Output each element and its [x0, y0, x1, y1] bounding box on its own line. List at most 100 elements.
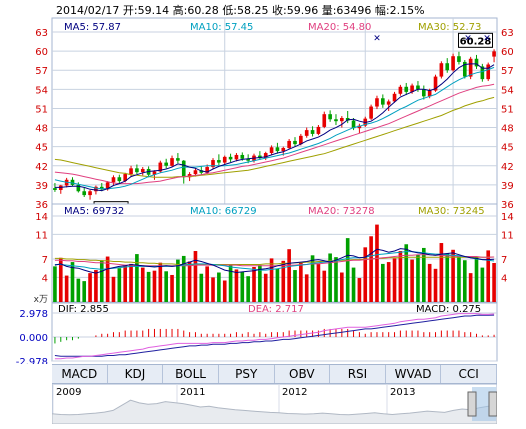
- volume-bar: [217, 272, 221, 302]
- volume-legend-entry: MA20: 73278: [308, 206, 375, 217]
- volume-bar: [439, 243, 444, 302]
- candle-body: [404, 86, 409, 92]
- price-ytick-right: 54: [501, 85, 514, 96]
- candle-body: [486, 64, 491, 80]
- volume-bar: [433, 268, 438, 302]
- price-ytick-left: 57: [35, 66, 48, 77]
- price-ytick-right: 60: [501, 47, 514, 58]
- stock-chart[interactable]: 63 63 60 60 57 57 54 54 51 51 48 48 45 45 42 42 39 39 36 36…: [0, 0, 526, 364]
- candle-body: [340, 118, 344, 122]
- max-label-box: [458, 32, 494, 48]
- volume-bar: [181, 255, 186, 302]
- macd-legend-entry: DIF: 2.855: [58, 304, 109, 315]
- volume-ytick-left: 11: [35, 230, 48, 241]
- candle-body: [88, 191, 92, 196]
- price-frame: [51, 17, 498, 205]
- price-legend-entry: MA20: 54.80: [308, 22, 371, 33]
- candle-body: [281, 147, 286, 152]
- candle-body: [205, 167, 209, 173]
- range-navigator[interactable]: 2009 2011 2012 2013: [52, 384, 497, 424]
- candle-body: [176, 158, 180, 161]
- volume-bar: [404, 244, 409, 302]
- volume-bar: [123, 265, 128, 302]
- volume-bar: [451, 249, 455, 302]
- volume-bar: [193, 251, 198, 302]
- volume-bar: [152, 270, 157, 302]
- price-ytick-left: 48: [35, 124, 48, 135]
- candle-body: [129, 168, 133, 175]
- volume-bar: [281, 260, 286, 302]
- volume-panel: 14 14 11 11 7 7 4 4 x万 MA5: 69732 MA10: 66729 MA20:…: [34, 203, 514, 305]
- candle-body: [181, 160, 186, 178]
- candle-body: [53, 188, 57, 190]
- ma5-line: [54, 63, 495, 192]
- candle-body: [328, 114, 332, 120]
- candle-body: [164, 162, 168, 166]
- volume-bar: [328, 253, 332, 302]
- volume-bar: [135, 254, 139, 302]
- volume-bar: [58, 257, 63, 302]
- volume-bar: [228, 264, 233, 302]
- price-ytick-left: 42: [35, 162, 48, 173]
- price-ytick-left: 36: [35, 200, 48, 211]
- candle-body: [375, 98, 379, 107]
- price-ytick-right: 57: [501, 66, 514, 77]
- volume-bar: [82, 281, 87, 302]
- navigator-year-label: 2012: [282, 387, 307, 398]
- tab-obv[interactable]: OBV: [275, 365, 331, 383]
- volume-bar: [117, 268, 122, 302]
- volume-bar: [445, 253, 450, 302]
- volume-bar: [76, 278, 81, 302]
- volume-bar: [310, 255, 315, 302]
- candle-body: [228, 156, 233, 160]
- candle-body: [480, 66, 485, 80]
- price-legend-entry: MA30: 52.73: [418, 22, 481, 33]
- indicator-tabs: MACD KDJ BOLL PSY OBV RSI WVAD CCI: [52, 364, 497, 384]
- tab-psy[interactable]: PSY: [219, 365, 275, 383]
- candle-body: [392, 93, 397, 102]
- tab-kdj[interactable]: KDJ: [108, 365, 164, 383]
- candle-body: [94, 186, 98, 192]
- volume-bar: [381, 263, 385, 302]
- candle-body: [211, 160, 215, 168]
- candle-body: [416, 85, 420, 90]
- volume-bar: [222, 280, 227, 302]
- tab-wvad[interactable]: WVAD: [386, 365, 442, 383]
- candle-body: [474, 58, 479, 67]
- quote-close: 收:59.96: [272, 4, 319, 17]
- volume-bar: [287, 249, 291, 302]
- volume-bar: [158, 262, 163, 302]
- price-ytick-right: 45: [501, 143, 514, 154]
- tab-macd[interactable]: MACD: [52, 365, 108, 383]
- candle-body: [199, 170, 204, 173]
- tab-rsi[interactable]: RSI: [330, 365, 386, 383]
- candle-body: [381, 98, 385, 105]
- candle-body: [234, 154, 239, 160]
- candle-body: [258, 155, 262, 159]
- candle-body: [316, 126, 321, 134]
- volume-bar: [164, 271, 168, 302]
- price-ytick-left: 60: [35, 47, 48, 58]
- volume-bar: [480, 267, 485, 302]
- candle-body: [275, 147, 280, 152]
- price-ytick-left: 51: [35, 104, 48, 115]
- candle-body: [123, 174, 128, 182]
- volume-bar: [263, 273, 268, 302]
- candle-body: [70, 179, 75, 185]
- macd-legend-entry: MACD: 0.275: [416, 304, 481, 315]
- candle-body: [217, 160, 221, 163]
- candle-body: [310, 130, 315, 134]
- price-ytick-left: 63: [35, 28, 48, 39]
- price-ytick-right: 63: [501, 28, 514, 39]
- volume-bar: [334, 257, 338, 302]
- candle-body: [357, 125, 362, 129]
- volume-bar: [398, 251, 403, 302]
- volume-ma10-line: [54, 251, 495, 271]
- volume-ytick-right: 14: [501, 212, 514, 223]
- candle-body: [433, 76, 438, 91]
- navigator-handle-right: [488, 391, 497, 417]
- tab-cci[interactable]: CCI: [441, 365, 497, 383]
- tab-boll[interactable]: BOLL: [163, 365, 219, 383]
- volume-bar: [357, 278, 362, 302]
- price-ytick-right: 42: [501, 162, 514, 173]
